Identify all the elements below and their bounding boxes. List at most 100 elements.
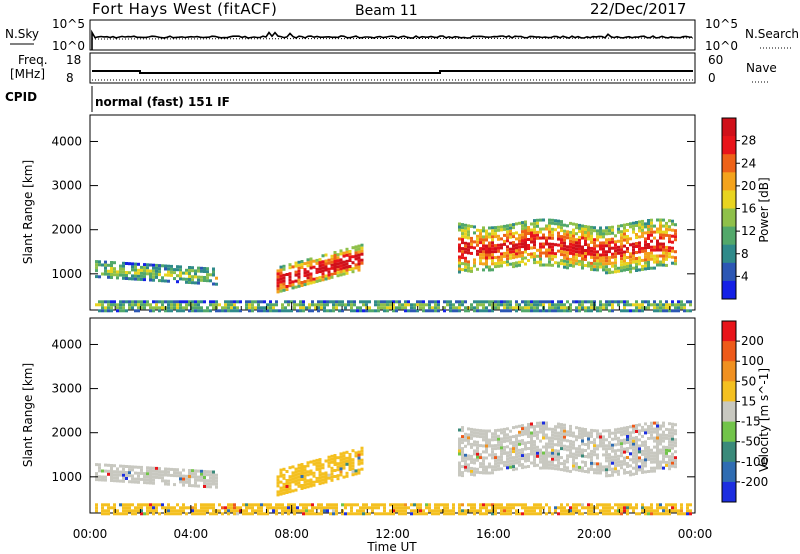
velocity-cell bbox=[122, 509, 125, 513]
velocity-cell bbox=[635, 506, 638, 510]
power-cell bbox=[254, 306, 257, 310]
velocity-cell bbox=[371, 509, 374, 513]
power-cell bbox=[287, 303, 290, 307]
velocity-cell bbox=[653, 512, 656, 516]
velocity-cell bbox=[635, 442, 638, 445]
power-cell bbox=[257, 300, 260, 304]
velocity-cell bbox=[605, 503, 608, 507]
velocity-cell bbox=[671, 458, 674, 462]
velocity-cell bbox=[563, 438, 566, 442]
power-cell bbox=[626, 235, 629, 238]
velocity-cell bbox=[674, 423, 677, 427]
power-cell bbox=[336, 268, 340, 272]
power-cell bbox=[110, 306, 113, 310]
velocity-cell bbox=[671, 425, 674, 429]
power-cell bbox=[524, 250, 527, 254]
power-cell bbox=[656, 254, 659, 258]
velocity-cell bbox=[686, 503, 689, 507]
velocity-cell bbox=[524, 512, 527, 516]
power-cell bbox=[575, 256, 578, 260]
power-cell bbox=[188, 300, 191, 304]
velocity-cell bbox=[330, 454, 334, 458]
power-cell bbox=[503, 233, 506, 237]
power-cell bbox=[539, 254, 542, 258]
velocity-cell bbox=[686, 506, 689, 510]
power-cell bbox=[611, 303, 614, 307]
power-cell bbox=[569, 245, 572, 249]
velocity-cell bbox=[294, 476, 298, 480]
power-cell bbox=[327, 258, 331, 262]
power-cell bbox=[527, 309, 530, 313]
velocity-cell bbox=[324, 471, 328, 475]
power-cell bbox=[149, 272, 152, 276]
velocity-cell bbox=[491, 432, 494, 436]
velocity-cell bbox=[548, 445, 551, 449]
velocity-cell bbox=[635, 460, 638, 463]
power-cell bbox=[134, 274, 137, 278]
power-cell bbox=[584, 255, 587, 258]
velocity-cell bbox=[197, 484, 200, 488]
power-cell bbox=[512, 262, 515, 266]
power-cell bbox=[140, 303, 143, 307]
power-cell bbox=[164, 309, 167, 313]
velocity-cell bbox=[95, 472, 98, 476]
velocity-cell bbox=[557, 425, 560, 429]
power-cell bbox=[539, 230, 542, 234]
velocity-cell bbox=[288, 481, 292, 485]
velocity-cell bbox=[509, 503, 512, 507]
velocity-cell bbox=[320, 509, 323, 513]
power-cell bbox=[176, 309, 179, 313]
velocity-cell bbox=[596, 435, 599, 439]
power-cell bbox=[185, 280, 188, 284]
velocity-cell bbox=[551, 460, 554, 464]
power-cell bbox=[146, 269, 149, 273]
velocity-cell bbox=[119, 473, 122, 477]
velocity-cell bbox=[282, 485, 286, 489]
velocity-cell bbox=[623, 468, 626, 472]
power-cell bbox=[467, 242, 470, 246]
power-cell bbox=[494, 265, 497, 269]
velocity-cell bbox=[557, 458, 560, 462]
power-cell bbox=[294, 285, 298, 289]
power-cell bbox=[119, 303, 122, 307]
velocity-cell bbox=[662, 421, 665, 425]
power-cell bbox=[665, 221, 668, 225]
velocity-cell bbox=[404, 509, 407, 513]
velocity-cell bbox=[407, 506, 410, 510]
velocity-cell bbox=[327, 455, 331, 459]
velocity-cell bbox=[575, 456, 578, 460]
velocity-cell bbox=[578, 429, 581, 433]
velocity-cell bbox=[336, 468, 340, 472]
velocity-cell bbox=[587, 512, 590, 516]
velocity-cell bbox=[278, 503, 281, 507]
velocity-cell bbox=[572, 458, 575, 462]
velocity-cell bbox=[485, 444, 488, 448]
power-cell bbox=[155, 303, 158, 307]
power-cell bbox=[662, 248, 665, 252]
velocity-cell bbox=[497, 437, 500, 441]
power-cell bbox=[365, 303, 368, 307]
velocity-cell bbox=[173, 474, 176, 478]
power-cell bbox=[635, 300, 638, 304]
power-cell bbox=[185, 268, 188, 272]
velocity-cell bbox=[470, 509, 473, 513]
velocity-cell bbox=[260, 512, 263, 516]
power-cell bbox=[593, 259, 596, 263]
power-cell bbox=[509, 253, 512, 257]
power-cell bbox=[215, 309, 218, 313]
velocity-cell bbox=[119, 503, 122, 507]
velocity-cell bbox=[536, 512, 539, 516]
velocity-cell bbox=[545, 512, 548, 516]
power-cell bbox=[635, 260, 638, 263]
velocity-cell bbox=[671, 509, 674, 513]
velocity-cell bbox=[485, 509, 488, 513]
power-cell bbox=[545, 242, 548, 246]
power-cell bbox=[548, 309, 551, 313]
power-cell bbox=[276, 284, 280, 288]
power-cell bbox=[149, 275, 152, 279]
velocity-cell bbox=[104, 478, 107, 482]
velocity-cell bbox=[518, 512, 521, 516]
velocity-cell bbox=[245, 512, 248, 516]
power-cell bbox=[380, 300, 383, 304]
power-cell bbox=[107, 306, 110, 310]
